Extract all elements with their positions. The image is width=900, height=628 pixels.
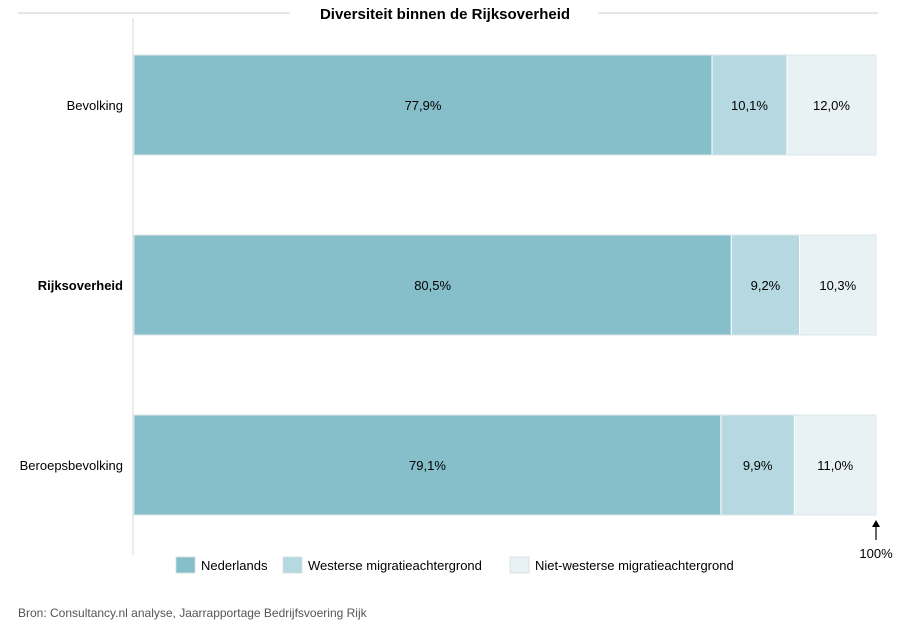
data-label-bevolking-niet-westerse-migratieachtergrond: 12,0% bbox=[813, 98, 850, 113]
end-marker-arrow-head bbox=[872, 520, 880, 527]
data-label-rijksoverheid-westerse-migratieachtergrond: 9,2% bbox=[751, 278, 781, 293]
legend-swatch-nederlands bbox=[175, 556, 196, 574]
bar-beroepsbevolking-nederlands bbox=[133, 414, 722, 516]
data-label-rijksoverheid-niet-westerse-migratieachtergrond: 10,3% bbox=[819, 278, 856, 293]
category-label-beroepsbevolking: Beroepsbevolking bbox=[20, 458, 123, 473]
category-label-bevolking: Bevolking bbox=[67, 98, 123, 113]
bars-group: Bevolking 77,9% 10,1% 12,0% Rijksoverheid 80,… bbox=[20, 54, 877, 516]
legend-label-nederlands: Nederlands bbox=[201, 558, 268, 573]
data-label-beroepsbevolking-westerse-migratieachtergrond: 9,9% bbox=[743, 458, 773, 473]
chart-title: Diversiteit binnen de Rijksoverheid bbox=[320, 6, 570, 23]
bar-rijksoverheid-westerse-migratieachtergrond bbox=[730, 234, 801, 336]
bar-beroepsbevolking-westerse-migratieachtergrond bbox=[720, 414, 795, 516]
data-label-rijksoverheid-nederlands: 80,5% bbox=[414, 278, 451, 293]
bar-outline-beroepsbevolking bbox=[133, 414, 877, 516]
legend-swatch-westerse-migratieachtergrond bbox=[282, 556, 303, 574]
legend-swatch-niet-westerse-migratieachtergrond bbox=[509, 556, 530, 574]
category-label-rijksoverheid: Rijksoverheid bbox=[38, 278, 123, 293]
data-label-bevolking-nederlands: 77,9% bbox=[405, 98, 442, 113]
bar-beroepsbevolking-niet-westerse-migratieachtergrond bbox=[793, 414, 877, 516]
end-marker: 100% bbox=[859, 520, 893, 561]
bar-outline-rijksoverheid bbox=[133, 234, 877, 336]
legend-label-niet-westerse-migratieachtergrond: Niet-westerse migratieachtergrond bbox=[535, 558, 734, 573]
bar-bevolking-niet-westerse-migratieachtergrond bbox=[786, 54, 877, 156]
data-label-beroepsbevolking-nederlands: 79,1% bbox=[409, 458, 446, 473]
bar-outline-bevolking bbox=[133, 54, 877, 156]
bar-bevolking-nederlands bbox=[133, 54, 713, 156]
end-marker-label: 100% bbox=[859, 546, 893, 561]
legend-label-westerse-migratieachtergrond: Westerse migratieachtergrond bbox=[308, 558, 482, 573]
bar-rijksoverheid-nederlands bbox=[133, 234, 732, 336]
data-label-bevolking-westerse-migratieachtergrond: 10,1% bbox=[731, 98, 768, 113]
legend: Nederlands Westerse migratieachtergrond Ni… bbox=[175, 556, 734, 574]
data-label-beroepsbevolking-niet-westerse-migratieachtergrond: 11,0% bbox=[817, 458, 853, 473]
source-note: Bron: Consultancy.nl analyse, Jaarrappor… bbox=[18, 606, 367, 620]
